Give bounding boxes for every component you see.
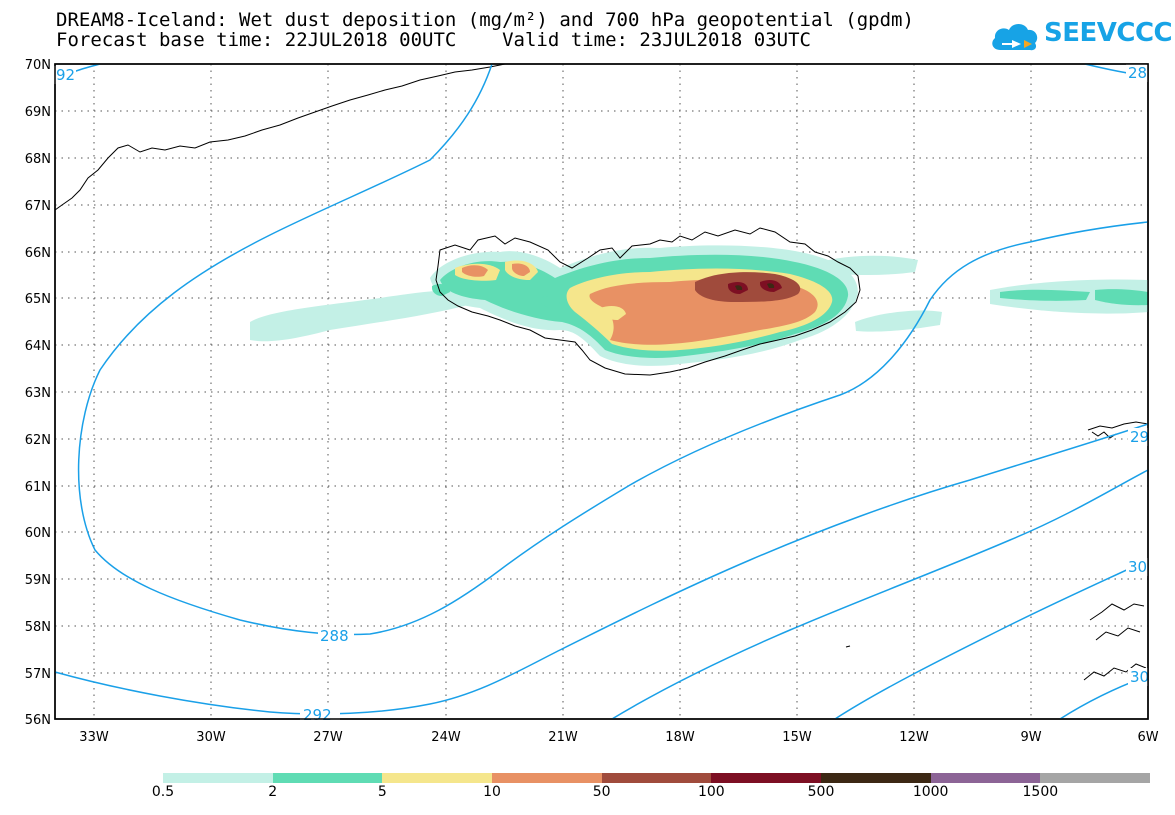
- legend-label: 100: [697, 784, 725, 800]
- contour-label-292-nw: 92: [56, 66, 75, 84]
- lat-label: 58N: [25, 620, 51, 635]
- lat-label: 56N: [25, 713, 51, 728]
- legend-swatch: [711, 773, 822, 783]
- legend-label: 50: [592, 784, 611, 800]
- legend-swatch: [163, 773, 274, 783]
- contour-label-28-ne: 28: [1128, 64, 1147, 82]
- longitude-labels: 33W 30W 27W 24W 21W 18W 15W 12W 9W 6W: [79, 730, 1158, 745]
- lat-label: 65N: [25, 292, 51, 307]
- cloud-icon: [992, 24, 1038, 51]
- contour-label-288: 288: [320, 627, 349, 645]
- legend-label: 0.5: [151, 784, 175, 800]
- lat-label: 62N: [25, 433, 51, 448]
- contour-label-29-e: 29: [1130, 428, 1149, 446]
- latitude-labels: 70N 69N 68N 67N 66N 65N 64N 63N 62N 61N …: [25, 58, 51, 728]
- lat-label: 70N: [25, 58, 51, 73]
- contour-label-30-e: 30: [1128, 558, 1147, 576]
- lat-label: 64N: [25, 339, 51, 354]
- lon-label: 33W: [79, 730, 109, 745]
- legend-label: 1000: [912, 784, 949, 800]
- logo-text: SEEVCCC: [1044, 18, 1173, 48]
- legend-label: 2: [268, 784, 278, 800]
- contour-label-292: 292: [303, 706, 332, 724]
- lon-label: 30W: [196, 730, 226, 745]
- legend-swatch: [382, 773, 493, 783]
- lat-label: 69N: [25, 105, 51, 120]
- lat-label: 57N: [25, 667, 51, 682]
- forecast-times: Forecast base time: 22JUL2018 00UTC Vali…: [56, 29, 811, 51]
- lat-label: 59N: [25, 573, 51, 588]
- lat-label: 60N: [25, 526, 51, 541]
- legend-label: 1500: [1022, 784, 1059, 800]
- lon-label: 21W: [548, 730, 578, 745]
- lat-label: 63N: [25, 386, 51, 401]
- contour-label-30-se: 30: [1130, 668, 1149, 686]
- legend-swatch: [821, 773, 932, 783]
- lat-label: 68N: [25, 152, 51, 167]
- legend-swatch: [930, 773, 1041, 783]
- legend-label: 5: [377, 784, 387, 800]
- lon-label: 12W: [899, 730, 929, 745]
- lon-label: 9W: [1020, 730, 1041, 745]
- lat-label: 61N: [25, 480, 51, 495]
- legend-swatch: [492, 773, 603, 783]
- lon-label: 24W: [431, 730, 461, 745]
- legend-label: 500: [807, 784, 835, 800]
- legend-swatch: [601, 773, 712, 783]
- map-title: DREAM8-Iceland: Wet dust deposition (mg/…: [56, 9, 914, 31]
- lon-label: 27W: [313, 730, 343, 745]
- legend-swatch: [272, 773, 383, 783]
- lon-label: 15W: [782, 730, 812, 745]
- dust-deposition-shading: [250, 245, 1148, 366]
- lon-label: 18W: [665, 730, 695, 745]
- lat-label: 67N: [25, 199, 51, 214]
- geopotential-contours: [54, 63, 1149, 720]
- lat-label: 66N: [25, 246, 51, 261]
- lon-label: 6W: [1137, 730, 1158, 745]
- coastlines: [54, 63, 1149, 681]
- color-legend: [163, 773, 1151, 783]
- seevccc-logo: SEEVCCC: [988, 14, 1173, 60]
- legend-swatch: [1040, 773, 1151, 783]
- legend-label: 10: [483, 784, 501, 800]
